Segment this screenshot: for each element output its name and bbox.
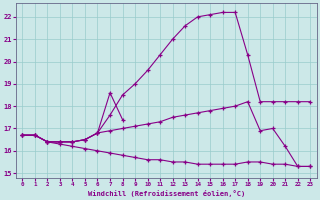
X-axis label: Windchill (Refroidissement éolien,°C): Windchill (Refroidissement éolien,°C) — [88, 190, 245, 197]
